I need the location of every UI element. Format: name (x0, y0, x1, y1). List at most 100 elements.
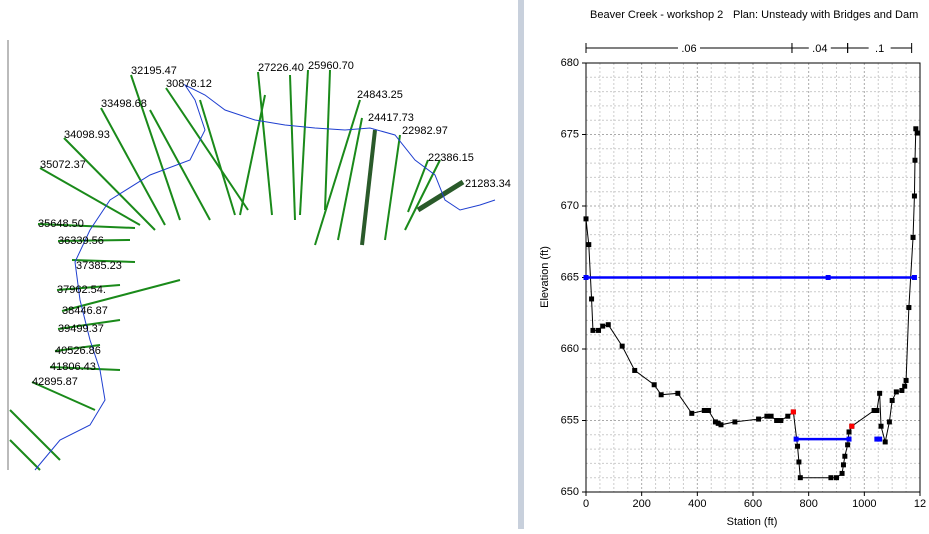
data-point (651, 382, 657, 388)
data-point (825, 275, 831, 280)
data-point (583, 275, 589, 280)
data-point (797, 475, 803, 481)
river-station-label: 41806.43 (50, 361, 96, 373)
cross-section-line (165, 87, 249, 211)
x-tick-label: 600 (744, 498, 762, 510)
river-station-label: 36339.56 (58, 235, 104, 247)
data-point (785, 413, 791, 419)
x-tick-label: 200 (632, 498, 650, 510)
data-point (877, 390, 883, 396)
data-point (911, 193, 917, 199)
data-point (586, 242, 592, 248)
cross-section-line (49, 366, 121, 371)
data-point (718, 422, 724, 428)
data-point (583, 216, 589, 222)
x-tick-label: 1000 (852, 498, 876, 510)
data-point (902, 383, 908, 389)
data-point (768, 413, 774, 419)
cross-section-line (63, 137, 156, 231)
data-point (846, 436, 852, 442)
n-label: .1 (875, 43, 884, 55)
river-station-label: 33498.68 (101, 98, 147, 110)
data-point (903, 377, 909, 383)
splitter (518, 0, 524, 529)
cross-section-line (407, 159, 429, 213)
river-station-label: 32195.47 (131, 65, 177, 77)
x-tick-label: 800 (799, 498, 817, 510)
cross-section-line (289, 74, 296, 221)
n-label-bg (808, 42, 831, 54)
y-tick-label: 655 (561, 414, 579, 426)
bridge-line (360, 129, 377, 246)
y-tick-label: 665 (561, 271, 579, 283)
cross-section-line (199, 99, 236, 216)
data-point (619, 343, 625, 349)
data-point (911, 275, 917, 280)
data-point (632, 367, 638, 373)
river-station-label: 34098.93 (64, 129, 110, 141)
chart-title: Beaver Creek - workshop 2 (590, 9, 723, 21)
data-point (877, 436, 883, 442)
data-point (764, 413, 770, 419)
river-station-label: 42895.87 (32, 376, 78, 388)
data-point (845, 442, 851, 448)
data-point (705, 407, 711, 413)
dam-line (416, 179, 465, 213)
data-point (882, 439, 888, 445)
data-point (793, 436, 799, 442)
data-point (795, 443, 801, 449)
cross-section-line (404, 159, 441, 231)
river-station-label: 37385.23 (76, 260, 122, 272)
x-tick-label: 0 (583, 498, 589, 510)
data-point (796, 459, 802, 465)
cross-section-line (57, 239, 131, 242)
n-label-bg (677, 42, 700, 54)
y-tick-label: 675 (561, 128, 579, 140)
cross-section-line (130, 74, 181, 221)
data-point (828, 475, 834, 481)
cross-section-line (9, 439, 41, 471)
river-station-label: 21283.34 (465, 178, 511, 190)
data-point (790, 409, 796, 415)
data-point (675, 390, 681, 396)
data-point (590, 327, 596, 333)
n-label: .04 (812, 43, 827, 55)
river-station-label: 40526.86 (55, 345, 101, 357)
data-point (596, 327, 602, 333)
river-station-label: 35648.50 (38, 218, 84, 230)
x-tick-label: 400 (688, 498, 706, 510)
cross-section-line (314, 99, 361, 246)
river-station-label: 25960.70 (308, 60, 354, 72)
data-point (913, 126, 919, 132)
river-station-label: 24417.73 (368, 112, 414, 124)
data-point (874, 407, 880, 413)
data-point (910, 234, 916, 240)
river-station-label: 38446.87 (62, 305, 108, 317)
y-tick-label: 660 (561, 343, 579, 355)
cross-section-line (324, 69, 331, 211)
data-point (689, 410, 695, 416)
cross-section-line (149, 109, 211, 221)
data-point (906, 305, 912, 311)
cross-section-line (337, 117, 363, 241)
data-point (842, 453, 848, 459)
data-point (600, 323, 606, 329)
data-point (712, 419, 718, 425)
river-station-label: 39499.37 (58, 323, 104, 335)
data-point (834, 475, 839, 481)
cross-section-line (57, 319, 121, 330)
data-point (914, 130, 920, 136)
data-point (756, 416, 762, 422)
cross-section-line (239, 94, 266, 216)
n-label-bg (868, 42, 891, 54)
data-point (849, 423, 855, 429)
cross-section-line (100, 107, 166, 226)
cross-section-line (31, 381, 96, 411)
river-station-label: 24843.25 (357, 89, 403, 101)
chart-subtitle: Plan: Unsteady with Bridges and Dam (733, 9, 918, 21)
cross-section-line (71, 259, 136, 263)
data-point (839, 470, 845, 476)
data-point (893, 389, 899, 395)
